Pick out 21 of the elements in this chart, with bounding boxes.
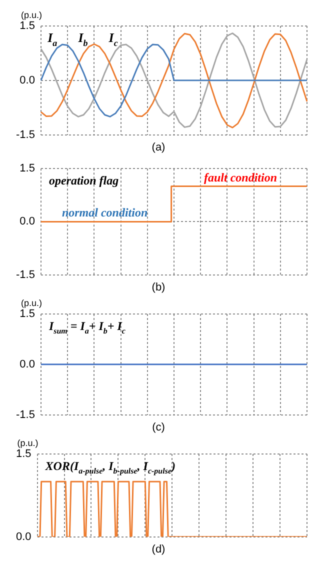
text: (b) <box>152 281 166 294</box>
text: (c) <box>152 421 165 434</box>
annotation: operation flag <box>48 174 119 188</box>
y-tick-label: -1.5 <box>16 268 35 281</box>
y-tick-label: 0.0 <box>16 530 32 543</box>
y-tick-label: 0.0 <box>20 74 35 86</box>
text: (a) <box>152 141 166 154</box>
y-tick-label: -1.5 <box>16 408 35 421</box>
annotation: normal condition <box>62 206 148 220</box>
y-tick-label: -1.5 <box>16 128 35 141</box>
y-tick-label: 1.5 <box>16 448 32 460</box>
y-axis-title: (p.u.) <box>17 438 38 448</box>
y-axis-title: (p.u.) <box>20 10 42 20</box>
y-tick-label: 1.5 <box>20 20 35 32</box>
y-axis-title: (p.u.) <box>20 298 42 308</box>
y-tick-label: 0.0 <box>20 216 35 228</box>
y-tick-label: 1.5 <box>20 162 35 175</box>
annotation: fault condition <box>204 170 278 184</box>
y-tick-label: 0.0 <box>20 358 35 370</box>
text: (d) <box>152 543 166 556</box>
y-tick-label: 1.5 <box>20 308 35 320</box>
